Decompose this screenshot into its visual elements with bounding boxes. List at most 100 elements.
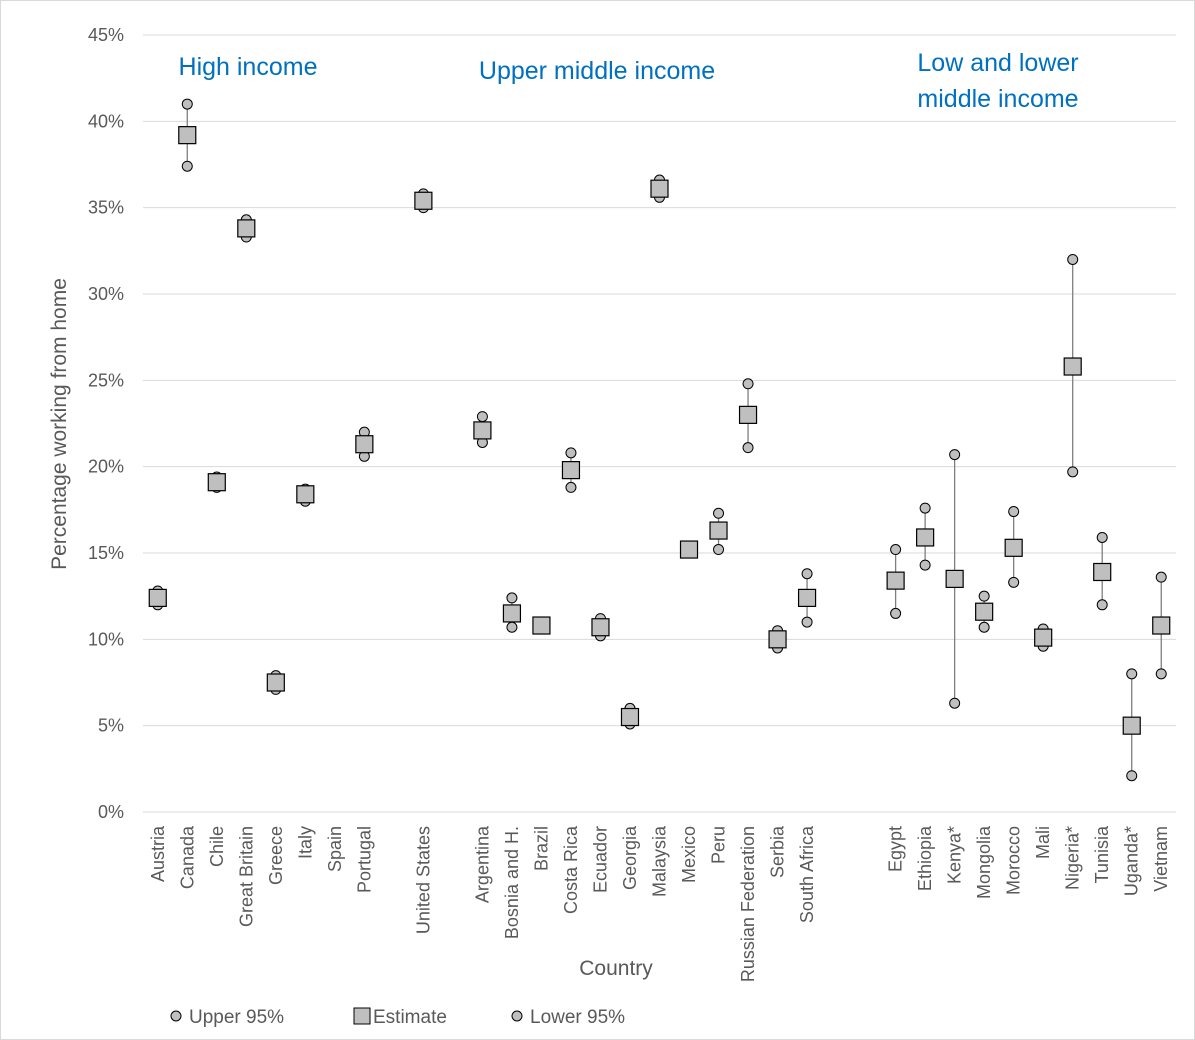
upper-95-point: [890, 544, 902, 556]
group-label-high-income: High income: [179, 53, 318, 81]
estimate-point: [591, 618, 610, 637]
estimate-point: [237, 219, 256, 238]
estimate-point: [797, 588, 817, 607]
legend: Upper 95% Estimate Lower 95%: [170, 1007, 625, 1028]
estimate-point: [768, 630, 787, 649]
upper-95-point: [949, 449, 961, 461]
estimate-point: [207, 473, 226, 492]
data-markers: [148, 98, 1171, 782]
upper-95-point: [742, 378, 754, 390]
estimate-point: [1063, 357, 1082, 376]
y-tick-label: 0%: [98, 802, 124, 822]
estimate-point: [916, 528, 935, 547]
x-tick-label: Ethiopia: [915, 825, 935, 891]
group-label-low-lower-middle-line-2: middle income: [917, 85, 1078, 113]
x-tick-label: Costa Rica: [561, 825, 581, 914]
x-tick-label: Canada: [177, 825, 197, 889]
lower-95-point: [1126, 770, 1138, 782]
lower-95-point: [1067, 466, 1079, 478]
estimate-point: [414, 191, 433, 210]
upper-95-point: [919, 502, 931, 514]
x-tick-label: Greece: [266, 826, 286, 885]
gridlines: [143, 34, 1176, 813]
x-tick-label: Morocco: [1004, 826, 1024, 895]
upper-95-point: [565, 447, 577, 459]
upper-95-point: [978, 590, 990, 602]
lower-95-point: [181, 160, 193, 172]
y-tick-label: 10%: [88, 629, 124, 649]
legend-marker-lower-95: [511, 1010, 523, 1022]
error-bars: [157, 104, 1162, 776]
legend-label-lower-95: Lower 95%: [530, 1007, 625, 1028]
x-axis-title: Country: [579, 957, 653, 980]
y-tick-label: 5%: [98, 716, 124, 736]
estimate-point: [178, 126, 197, 145]
estimate-point: [886, 571, 905, 590]
x-tick-label: Nigeria*: [1063, 826, 1083, 890]
x-tick-label: Serbia: [768, 825, 788, 878]
group-label-low-lower-middle-line-1: Low and lower: [917, 49, 1078, 77]
x-tick-label: Uganda*: [1122, 826, 1142, 896]
lower-95-point: [506, 621, 518, 633]
lower-95-point: [1096, 599, 1108, 611]
x-tick-label: Mexico: [679, 826, 699, 883]
estimate-point: [532, 616, 551, 635]
upper-95-point: [1126, 668, 1138, 680]
x-tick-label: Brazil: [531, 826, 551, 871]
estimate-point: [709, 521, 728, 540]
x-tick-label: Kenya*: [945, 826, 965, 884]
y-axis-title: Percentage working from home: [48, 278, 71, 570]
upper-95-point: [181, 98, 193, 110]
upper-95-point: [1067, 253, 1079, 265]
estimate-point: [650, 179, 669, 198]
upper-95-point: [1096, 531, 1108, 543]
x-tick-label: United States: [413, 826, 433, 934]
y-axis-ticks: 0% 5% 10% 15% 20% 25% 30% 35% 40% 45%: [88, 25, 124, 822]
estimate-point: [1004, 538, 1023, 557]
estimate-point: [473, 421, 492, 440]
estimate-point: [1034, 628, 1053, 647]
legend-marker-estimate: [353, 1007, 371, 1025]
lower-95-point: [978, 621, 990, 633]
estimate-point: [975, 602, 994, 621]
x-tick-label: Georgia: [620, 825, 640, 890]
x-tick-label: Bosnia and H.: [502, 826, 522, 939]
upper-95-point: [801, 568, 813, 580]
x-tick-label: Mongolia: [974, 825, 994, 899]
x-tick-label: Spain: [325, 826, 345, 872]
y-tick-label: 45%: [88, 25, 124, 45]
lower-95-point: [713, 544, 725, 556]
y-tick-label: 15%: [88, 543, 124, 563]
estimate-point: [148, 588, 167, 607]
estimate-point: [738, 405, 758, 424]
x-tick-label: Chile: [207, 826, 227, 867]
estimate-point: [1093, 562, 1112, 582]
legend-marker-upper-95: [170, 1010, 182, 1022]
legend-item-estimate: Estimate: [353, 1007, 447, 1028]
lower-95-point: [1008, 576, 1020, 588]
legend-label-estimate: Estimate: [373, 1007, 447, 1028]
estimate-point: [296, 485, 315, 504]
legend-item-lower-95: Lower 95%: [511, 1007, 625, 1028]
estimate-point: [266, 673, 285, 692]
legend-item-upper-95: Upper 95%: [170, 1007, 284, 1028]
x-tick-label: Mali: [1033, 826, 1053, 859]
lower-95-point: [1155, 668, 1167, 680]
upper-95-point: [506, 592, 518, 604]
x-tick-label: Ecuador: [590, 826, 610, 893]
lower-95-point: [919, 559, 931, 571]
estimate-point: [561, 461, 581, 480]
group-labels: High income Upper middle income Low and …: [179, 49, 1079, 113]
x-tick-label: Austria: [148, 825, 168, 882]
y-tick-label: 30%: [88, 284, 124, 304]
y-tick-label: 20%: [88, 457, 124, 477]
x-tick-label: Argentina: [472, 825, 492, 903]
lower-95-point: [890, 607, 902, 619]
group-label-upper-middle-income: Upper middle income: [479, 57, 715, 85]
lower-95-point: [801, 616, 813, 628]
estimate-point: [355, 435, 374, 454]
y-tick-label: 35%: [88, 198, 124, 218]
x-tick-label: Peru: [709, 826, 729, 864]
x-tick-label: Tunisia: [1092, 825, 1112, 883]
